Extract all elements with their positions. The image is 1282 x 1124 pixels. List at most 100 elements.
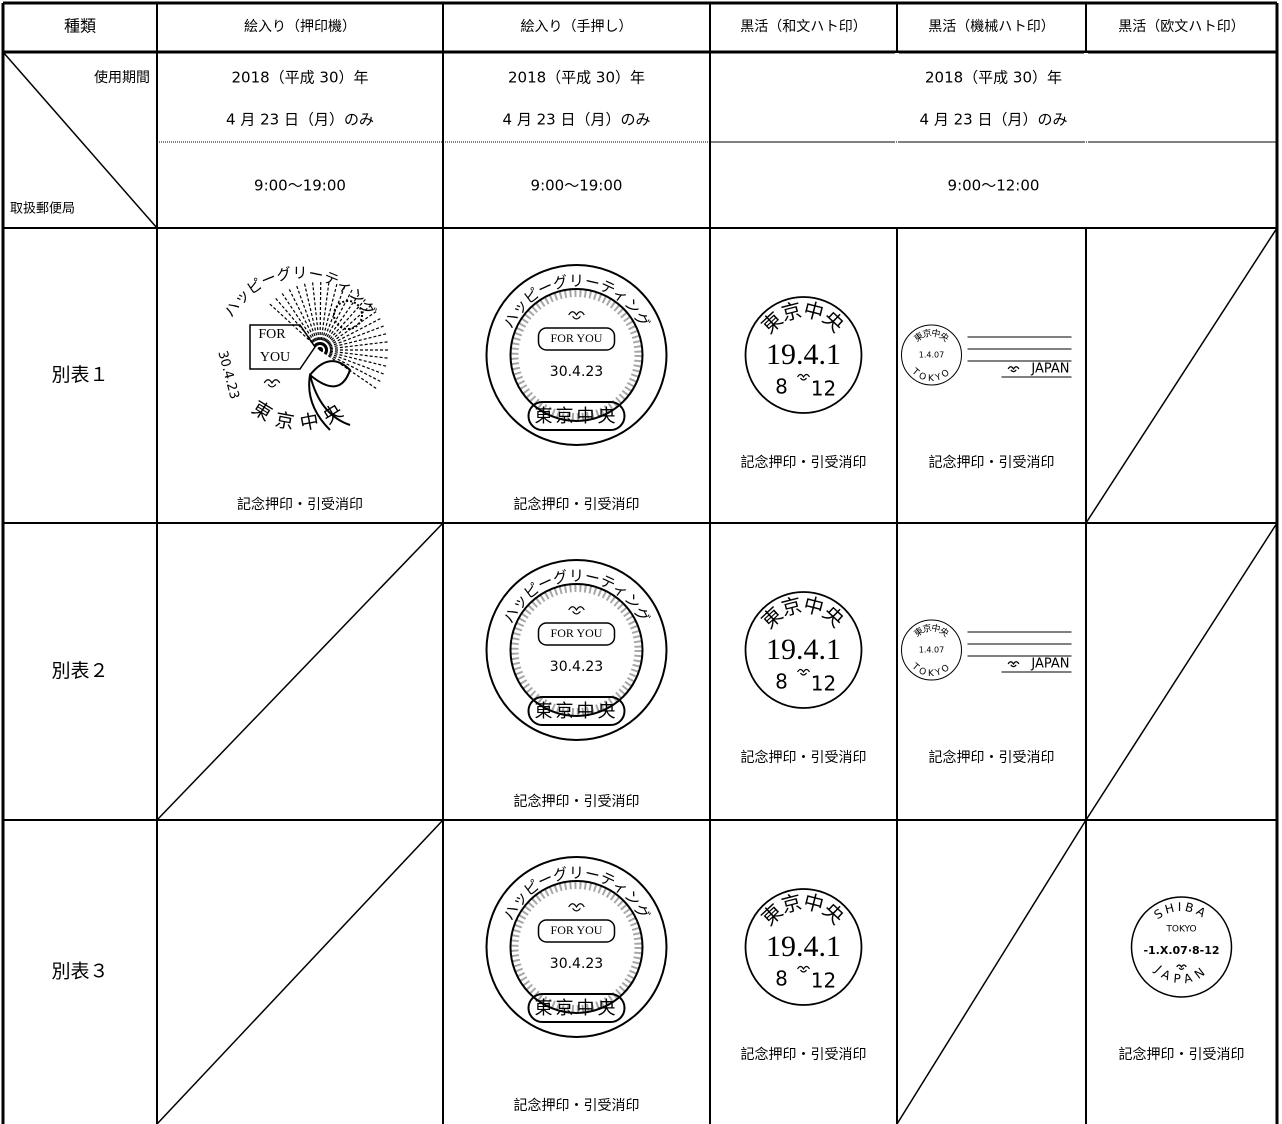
tag — [249, 324, 316, 370]
leaf — [319, 349, 383, 383]
label: 記念押印・引受消印 — [929, 454, 1055, 471]
dove — [796, 373, 811, 381]
stamp-hour: 8 — [775, 670, 788, 694]
leaf — [319, 324, 386, 351]
label: 記念押印・引受消印 — [514, 1097, 640, 1114]
stamp-date: 19.4.1 — [766, 930, 841, 963]
outer — [744, 591, 863, 709]
stamp-minute: 12 — [811, 377, 836, 401]
stamp-tag: YOU — [260, 350, 290, 365]
stamp-hour: 8 — [775, 967, 788, 991]
stamp-minute: 12 — [811, 672, 836, 696]
dove — [568, 606, 585, 615]
stamp-tag: FOR YOU — [551, 331, 603, 345]
flower — [333, 300, 363, 330]
label: 記念押印・引受消印 — [741, 454, 867, 471]
dove — [796, 668, 811, 676]
label: 4 月 23 日（月）のみ — [920, 111, 1068, 129]
label: 9:00～19:00 — [531, 177, 623, 195]
label: 黒活（欧文ハト印） — [1118, 19, 1244, 35]
dove — [1176, 964, 1187, 970]
stamp-country: JAPAN — [1030, 657, 1069, 672]
stamp-date: 30.4.23 — [550, 956, 603, 972]
outer — [901, 324, 962, 386]
label: 別表２ — [51, 660, 108, 682]
dove — [796, 965, 811, 973]
label: 絵入り（手押し） — [521, 19, 633, 35]
stamp-date: 1.4.07 — [919, 351, 944, 360]
leaf — [273, 296, 321, 351]
label: 黒活（機械ハト印） — [928, 19, 1054, 35]
stamp-date: 19.4.1 — [766, 633, 841, 666]
ribbon — [308, 360, 352, 431]
outer — [901, 619, 962, 681]
leaf — [319, 303, 374, 351]
leaf — [319, 297, 368, 351]
leaf — [319, 279, 322, 351]
leaf — [319, 292, 361, 351]
corner-diagonal — [2, 51, 158, 229]
label: 記念押印・引受消印 — [237, 496, 363, 513]
inner — [510, 289, 643, 421]
leaf — [319, 317, 383, 351]
merge-mask — [895, 53, 899, 227]
inner-ring — [509, 880, 644, 1014]
leaf — [319, 280, 330, 351]
outer — [744, 296, 863, 414]
dove — [568, 311, 585, 320]
office-frame — [527, 993, 626, 1023]
inner — [510, 584, 643, 716]
inner — [510, 881, 643, 1013]
leaf — [319, 349, 386, 376]
dove — [1007, 661, 1020, 668]
tag-frame — [537, 622, 616, 646]
dove — [568, 903, 585, 912]
label: 4 月 23 日（月）のみ — [226, 111, 374, 129]
label: 種類 — [64, 17, 96, 36]
stamp-office: 東京中央 — [535, 406, 619, 427]
tag-frame — [537, 919, 616, 943]
dove — [1007, 366, 1020, 373]
leaf — [280, 291, 321, 351]
leaf — [319, 287, 354, 351]
dove — [263, 379, 281, 388]
inner-ring — [509, 583, 644, 717]
label: 2018（平成 30）年 — [508, 69, 645, 87]
label: 4 月 23 日（月）のみ — [503, 111, 651, 129]
label: 記念押印・引受消印 — [514, 793, 640, 810]
tag-frame — [537, 327, 616, 351]
stamp-date: 30.4.23 — [550, 364, 603, 380]
label: 記念押印・引受消印 — [741, 749, 867, 766]
stamp-hour: 8 — [775, 375, 788, 399]
label: 記念押印・引受消印 — [741, 1046, 867, 1063]
label: 2018（平成 30）年 — [925, 69, 1062, 87]
label: 記念押印・引受消印 — [514, 496, 640, 513]
stamp-tag: FOR — [258, 327, 286, 342]
leaf — [295, 284, 321, 351]
leaf — [319, 341, 390, 351]
stamp-tag: FOR YOU — [551, 626, 603, 640]
stamp-minute: 12 — [811, 969, 836, 993]
stamp-date: 1.4.07 — [919, 646, 944, 655]
leaf — [319, 284, 346, 351]
outer — [1130, 896, 1233, 998]
not-applicable — [156, 522, 444, 821]
leaf — [319, 349, 389, 368]
not-applicable — [156, 819, 444, 1124]
not-applicable — [896, 819, 1087, 1124]
office-frame — [527, 696, 626, 726]
merge-mask — [1084, 53, 1088, 227]
stamp-date: 19.4.1 — [766, 338, 841, 371]
label: 別表３ — [51, 961, 108, 983]
not-applicable — [1085, 522, 1278, 821]
stamp-office: 東京中央 — [535, 701, 619, 722]
stamp-office: 東京中央 — [535, 998, 619, 1019]
stamp-tag: FOR YOU — [551, 923, 603, 937]
outer — [485, 856, 668, 1038]
label: 別表１ — [51, 364, 108, 386]
not-applicable — [1085, 227, 1278, 524]
